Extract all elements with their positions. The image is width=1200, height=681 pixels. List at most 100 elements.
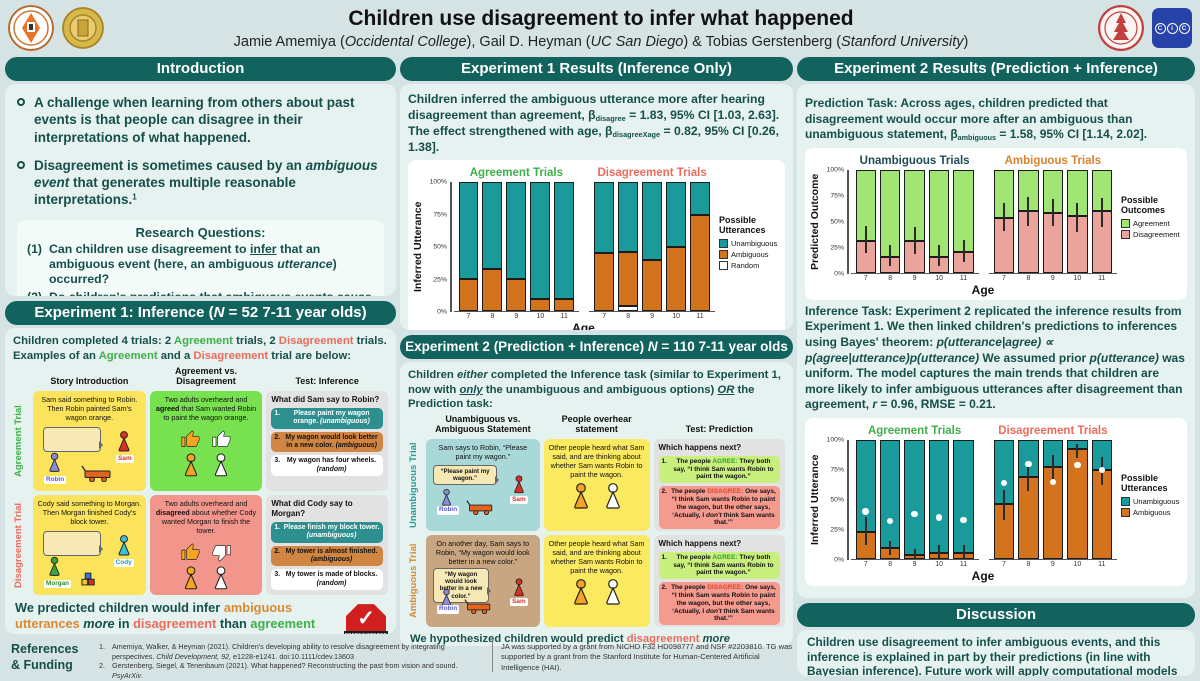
error-bar [962,239,965,263]
robin-figure [442,588,451,606]
overhear-scene [548,482,646,509]
legend-item: Unambiguous [719,238,781,248]
row-label-disagreement-trial: Disagreement Trial [13,502,24,588]
text-segment: p(utterance) [1089,350,1159,365]
section-header-experiment1: Experiment 1: Inference (N = 52 7-11 yea… [5,301,396,325]
text-segment: ) & Tobias Gerstenberg ( [683,33,842,50]
y-tick-label: 25% [433,276,447,284]
row-label-agreement-trial: Agreement Trial [13,405,24,478]
chart-facets: Unambiguous Trials 7 8 9 10 11 Ambiguous Trial… [849,154,1117,282]
text-segment: either [456,369,488,381]
text-segment: N [213,304,225,321]
stacked-bar [928,169,950,273]
text-segment: Gerstenberg, Siegel, & Tenenbaum (2021).… [112,661,458,671]
text-segment: Examples of an [13,349,99,362]
exp1-prediction-row: We predicted children would infer ambigu… [13,600,388,634]
chart-legend: Possible Utterances Unambiguous Ambiguous [1117,473,1183,519]
x-tick-label: 8 [490,313,495,321]
speech-bubble: “Please paint my wagon.” [433,464,499,486]
inference-task-text: Inference Task: Experiment 2 replicated … [805,304,1187,413]
text-segment: Results (Inference Only) [555,60,732,77]
bar-segment-ambiguous [458,279,479,312]
sam-name-tag: Sam [510,495,528,505]
text-segment: more [83,616,115,632]
rq-number: (2) [27,290,42,296]
agreement-social-box: Two adults overheard and agreed that Sam… [149,391,263,492]
bar-segment-unambiguous [458,182,479,280]
stacked-bar [993,169,1015,273]
stacked-bar [879,439,901,559]
bar-segment-unambiguous [666,182,687,247]
text-segment: They both say, “I think Sam wants Robin … [673,553,774,577]
x-tick-label: 9 [912,274,917,282]
text-segment: Children [408,369,457,381]
legend-label: Unambiguous [731,238,778,248]
preregistered-badge: ✓ PREREGISTERED [344,604,388,634]
thumbs-row [181,542,231,562]
cic-logo: C i C [1152,8,1192,48]
bar-segment-ambiguous [666,246,687,312]
text-segment: agreed [155,404,180,414]
text-segment: that an ambiguous event (here, an ambigu… [49,241,321,271]
facet-title: Disagreement Trials [597,167,707,180]
legend-label: Disagreement [1133,229,1180,239]
text-segment: only [459,383,483,396]
section-header-experiment2: Experiment 2 (Prediction + Inference) N … [400,335,793,359]
rq-text: Do children's predictions that ambiguous… [49,290,374,296]
adult-figure [214,452,228,476]
text-segment: Occidental College [344,33,467,50]
x-tick-label: 10 [935,274,943,282]
reference-text: Amemiya, Walker, & Heyman (2021). Childr… [112,642,484,661]
y-tick-label: 25% [830,244,844,252]
text-segment: We assumed prior [979,350,1090,365]
adult-figure [214,565,228,589]
legend-label: Ambiguous [731,249,769,259]
y-tick-label: 75% [433,211,447,219]
bar-segment-random [618,306,639,312]
model-prediction-dot [862,508,869,515]
y-tick-labels: 0% 25% 50% 75% 100% [823,166,847,277]
test-question: Which happens next? [658,442,742,452]
speech-bubble [43,531,103,557]
text-segment: 7-11 year olds [694,339,788,354]
disagreement-test-box: What did Cody say to Morgan? 1. Please f… [266,495,388,596]
thumb-up-icon [212,429,231,447]
chart-row: Inferred Utterance 0% 25% 50% 75% 100% Agreeme… [809,424,1183,568]
error-bar [1076,202,1079,232]
text-segment: (random) [316,465,347,473]
option-ambiguous: 2. My wagon would look better in a new c… [271,431,383,453]
research-questions-title: Research Questions: [135,224,266,240]
y-axis-label: Inferred Utterance [809,454,821,546]
text-segment: trial are below: [268,349,351,362]
facet-title: Agreement Trials [867,424,962,437]
statement-scene: “Please paint my wagon.” Sam Robin [430,463,536,515]
poster-authors: Jamie Amemiya (Occidental College), Gail… [104,34,1098,50]
right-logos: C i C [1098,5,1192,51]
text-segment: The people [671,584,708,592]
text-segment: utterance [277,256,333,271]
text-segment: We predicted children would infer [15,600,224,616]
stanford-seal-icon [1098,5,1144,51]
y-tick-labels: 0% 25% 50% 75% 100% [426,179,450,316]
text-segment: predictions [130,290,196,296]
exp2-results-panel: Prediction Task: Across ages, children p… [797,84,1195,598]
y-tick-label: 75% [830,192,844,200]
x-tick-labels: 7 8 9 10 11 [851,560,979,568]
sam-name-tag: Sam [510,597,528,607]
adult-figure [184,452,198,476]
statement-scene: “My wagon would look better in a new col… [430,567,536,614]
chart-facet: Ambiguous Trials 7 8 9 10 11 [988,154,1117,282]
option-disagree: 2. The people DISAGREE: One says, “I thi… [658,486,780,530]
experiment2-panel: Children either completed the Inference … [400,362,793,646]
legend-swatch [1121,229,1130,239]
legend-item: Ambiguous [719,249,781,259]
error-bar [938,244,941,266]
bullet-icon [17,98,25,106]
check-icon: ✓ [357,607,375,631]
bar-segment-ambiguous [506,279,527,312]
text-segment: My tower is made of blocks. [285,571,378,579]
option-text: The people DISAGREE: One says, “I think … [670,584,777,623]
x-tick-label: 10 [935,560,943,568]
x-tick-label: 11 [959,560,968,568]
x-tick-label: 9 [1050,274,1055,282]
